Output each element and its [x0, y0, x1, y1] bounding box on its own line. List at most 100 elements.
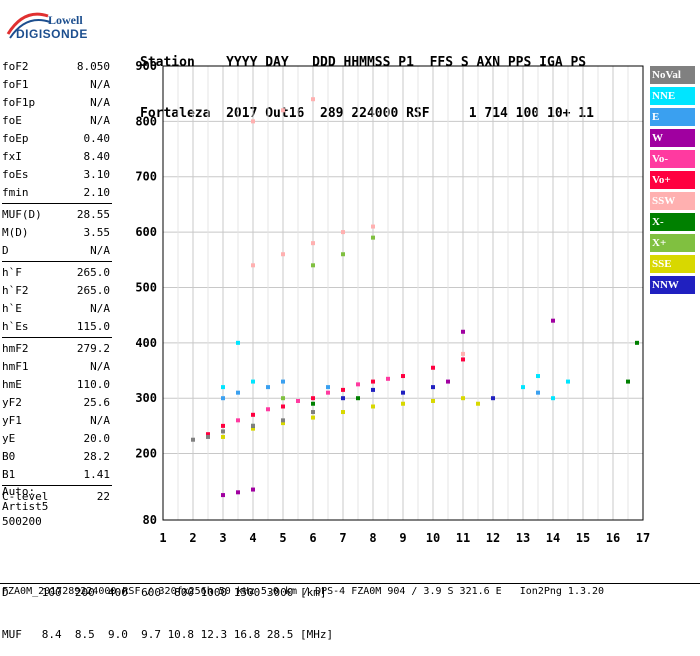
data-point-sse [401, 401, 405, 406]
data-point-vo- [311, 396, 315, 401]
footer-divider [0, 583, 700, 584]
x-tick-label: 5 [279, 531, 286, 545]
param-row: foF1p N/A [2, 94, 110, 112]
data-point-vo- [266, 407, 270, 412]
param-separator [2, 485, 112, 486]
data-point-e [326, 385, 330, 390]
y-tick-label: 600 [135, 225, 157, 239]
param-value: N/A [90, 302, 110, 315]
param-row: h`E N/A [2, 300, 110, 318]
data-point-nnw [491, 396, 495, 401]
param-value: 3.10 [83, 168, 111, 181]
param-name: yF1 [2, 414, 22, 427]
scaled-parameters-panel: foF2 8.050 foF1 N/A foF1p N/A foE N/A foEp 0.40 fx… [2, 58, 112, 506]
param-row: fmin 2.10 [2, 184, 110, 202]
footer-muf-row: MUF 8.4 8.5 9.0 9.7 10.8 12.3 16.8 28.5 … [2, 628, 334, 641]
data-point-ssw [281, 252, 285, 257]
lowell-digisonde-logo: Lowell DIGISONDE [4, 4, 124, 44]
legend-item-e: E [650, 108, 695, 126]
x-tick-label: 6 [309, 531, 316, 545]
param-row: foEp 0.40 [2, 130, 110, 148]
y-tick-label: 500 [135, 280, 157, 294]
data-point-w [446, 379, 450, 384]
data-point-sse [311, 415, 315, 420]
param-name: h`F [2, 266, 22, 279]
param-row: yF2 25.6 [2, 394, 110, 412]
data-point-vo- [386, 376, 390, 381]
x-tick-label: 12 [486, 531, 500, 545]
param-value: N/A [90, 114, 110, 127]
param-separator [2, 337, 112, 338]
data-point-vo- [431, 365, 435, 370]
x-tick-label: 7 [339, 531, 346, 545]
y-tick-label: 200 [135, 447, 157, 461]
data-point-x- [635, 340, 639, 345]
y-tick-label: 400 [135, 336, 157, 350]
param-name: foF1p [2, 96, 36, 109]
data-point-x- [281, 396, 285, 401]
data-point-nne [236, 340, 240, 345]
data-point-x- [371, 235, 375, 240]
param-row: foF1 N/A [2, 76, 110, 94]
param-value: 265.0 [76, 266, 110, 279]
data-point-x- [356, 396, 360, 401]
param-name: foEs [2, 168, 29, 181]
data-point-nne [551, 396, 555, 401]
x-tick-label: 3 [219, 531, 226, 545]
data-point-sse [251, 426, 255, 431]
data-point-ssw [341, 230, 345, 235]
param-value: 1.41 [83, 468, 111, 481]
data-point-w [551, 318, 555, 323]
data-point-nnw [341, 396, 345, 401]
param-row: h`Es 115.0 [2, 318, 110, 336]
data-point-ssw [461, 351, 465, 356]
param-name: D [2, 244, 9, 257]
param-name: foEp [2, 132, 29, 145]
param-row: M(D) 3.55 [2, 224, 110, 242]
param-value: 115.0 [76, 320, 110, 333]
param-name: MUF(D) [2, 208, 42, 221]
data-point-w [461, 329, 465, 334]
data-point-nnw [371, 387, 375, 392]
x-tick-label: 4 [249, 531, 256, 545]
data-point-vo- [461, 357, 465, 362]
data-point-sse [371, 404, 375, 409]
logo-line1: Lowell [48, 13, 83, 27]
param-value: 20.0 [83, 432, 111, 445]
param-value: 2.10 [83, 186, 111, 199]
data-point-ssw [251, 119, 255, 124]
param-name: hmE [2, 378, 22, 391]
param-value: N/A [90, 414, 110, 427]
data-point-ssw [311, 241, 315, 246]
logo-swoosh-icon [6, 12, 51, 39]
polarization-legend: NoVal NNE E W Vo- Vo+ SSW X- X+ SSE NNW [650, 66, 695, 297]
data-point-noval [206, 434, 210, 439]
param-value: 8.050 [76, 60, 110, 73]
data-point-sse [281, 421, 285, 426]
param-name: B1 [2, 468, 16, 481]
y-tick-label: 300 [135, 391, 157, 405]
data-point-sse [461, 396, 465, 401]
data-point-noval [281, 418, 285, 423]
legend-item-ssw: SSW [650, 192, 695, 210]
y-tick-label: 80 [143, 513, 157, 527]
param-row: hmF2 279.2 [2, 340, 110, 358]
x-tick-label: 15 [576, 531, 590, 545]
param-value: 110.0 [76, 378, 110, 391]
y-tick-label: 800 [135, 114, 157, 128]
legend-item-x-: X+ [650, 234, 695, 252]
x-tick-label: 13 [516, 531, 530, 545]
param-value: 25.6 [83, 396, 111, 409]
data-point-ssw [251, 263, 255, 268]
legend-item-nne: NNE [650, 87, 695, 105]
param-name: M(D) [2, 226, 29, 239]
param-row: h`F2 265.0 [2, 282, 110, 300]
param-row: h`F 265.0 [2, 264, 110, 282]
legend-item-w: W [650, 129, 695, 147]
plot-frame [162, 65, 644, 521]
param-name: foE [2, 114, 22, 127]
data-point-ssw [281, 108, 285, 113]
data-point-vo- [206, 432, 210, 437]
legend-item-sse: SSE [650, 255, 695, 273]
param-row: MUF(D) 28.55 [2, 206, 110, 224]
